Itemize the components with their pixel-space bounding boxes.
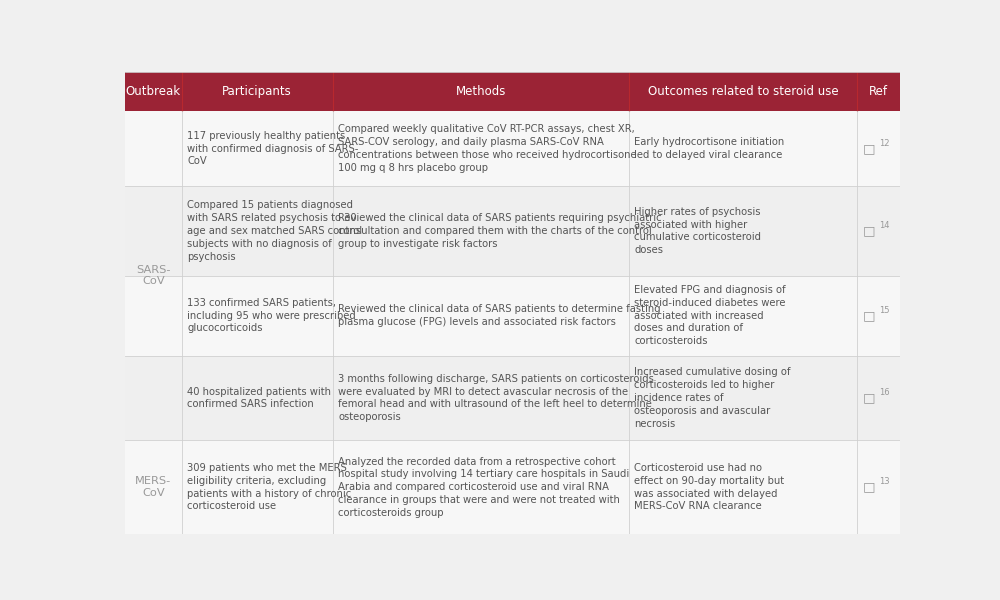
Text: Outbreak: Outbreak [126, 85, 181, 98]
Text: Reviewed the clinical data of SARS patients requiring psychiatric
consultation a: Reviewed the clinical data of SARS patie… [338, 213, 662, 249]
Text: 16: 16 [879, 388, 889, 397]
Text: 117 previously healthy patients
with confirmed diagnosis of SARS-
CoV: 117 previously healthy patients with con… [187, 131, 358, 166]
Bar [125, 275, 900, 356]
Text: 40 hospitalized patients with
confirmed SARS infection: 40 hospitalized patients with confirmed … [187, 386, 331, 409]
Text: 13: 13 [879, 477, 889, 486]
Text: □: □ [863, 142, 876, 155]
Text: 3 months following discharge, SARS patients on corticosteroids
were evaluated by: 3 months following discharge, SARS patie… [338, 374, 654, 422]
Text: Analyzed the recorded data from a retrospective cohort
hospital study involving : Analyzed the recorded data from a retros… [338, 457, 629, 518]
Bar [125, 440, 900, 534]
Text: Compared weekly qualitative CoV RT-PCR assays, chest XR,
SARS-COV serology, and : Compared weekly qualitative CoV RT-PCR a… [338, 124, 637, 173]
Bar [125, 111, 900, 186]
Text: 15: 15 [879, 305, 889, 314]
Text: Compared 15 patients diagnosed
with SARS related psychosis to 30
age and sex mat: Compared 15 patients diagnosed with SARS… [187, 200, 362, 262]
Text: 12: 12 [879, 139, 889, 148]
Text: Corticosteroid use had no
effect on 90-day mortality but
was associated with del: Corticosteroid use had no effect on 90-d… [634, 463, 784, 511]
Text: MERS-
CoV: MERS- CoV [135, 476, 171, 498]
Text: Methods: Methods [456, 85, 506, 98]
Text: □: □ [863, 309, 876, 322]
Text: Early hydrocortisone initiation
led to delayed viral clearance: Early hydrocortisone initiation led to d… [634, 137, 784, 160]
Text: Ref: Ref [869, 85, 888, 98]
Bar [125, 72, 900, 111]
Bar [125, 186, 900, 275]
Text: Increased cumulative dosing of
corticosteroids led to higher
incidence rates of
: Increased cumulative dosing of corticost… [634, 367, 791, 428]
Text: Elevated FPG and diagnosis of
steroid-induced diabetes were
associated with incr: Elevated FPG and diagnosis of steroid-in… [634, 285, 786, 346]
Text: Reviewed the clinical data of SARS patients to determine fasting
plasma glucose : Reviewed the clinical data of SARS patie… [338, 304, 661, 327]
Text: SARS-
CoV: SARS- CoV [136, 265, 171, 286]
Text: 309 patients who met the MERS
eligibility criteria, excluding
patients with a hi: 309 patients who met the MERS eligibilit… [187, 463, 351, 511]
Text: □: □ [863, 224, 876, 238]
Text: □: □ [863, 481, 876, 494]
Text: Participants: Participants [222, 85, 292, 98]
Text: 133 confirmed SARS patients,
including 95 who were prescribed
glucocorticoids: 133 confirmed SARS patients, including 9… [187, 298, 356, 334]
Text: □: □ [863, 391, 876, 404]
Text: Higher rates of psychosis
associated with higher
cumulative corticosteroid
doses: Higher rates of psychosis associated wit… [634, 207, 761, 255]
Text: 14: 14 [879, 221, 889, 230]
Bar [125, 356, 900, 440]
Text: Outcomes related to steroid use: Outcomes related to steroid use [648, 85, 838, 98]
